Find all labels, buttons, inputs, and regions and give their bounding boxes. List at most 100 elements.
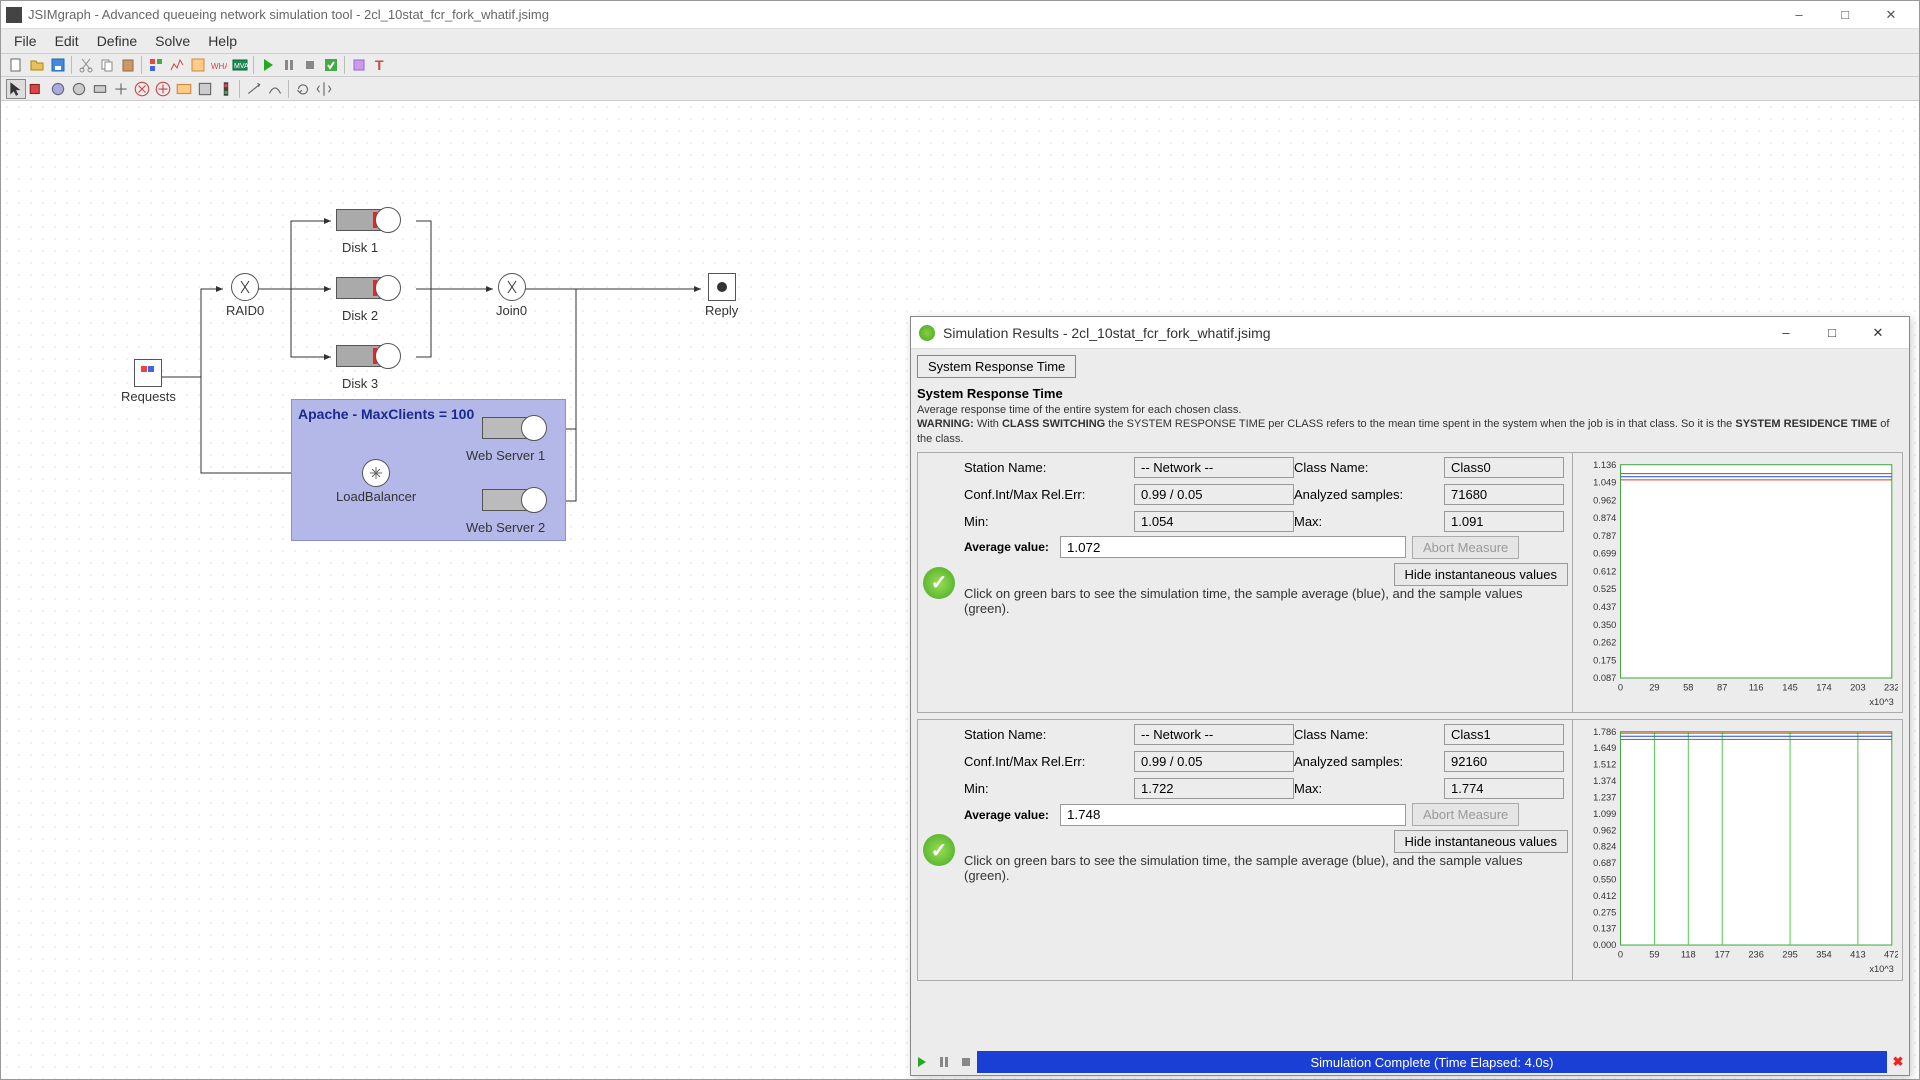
dialog-minimize-button[interactable]: – bbox=[1763, 318, 1809, 348]
mini-chart[interactable]: 1.7861.6491.5121.3741.2371.0990.9620.824… bbox=[1572, 720, 1902, 980]
svg-text:118: 118 bbox=[1681, 950, 1696, 960]
status-close-icon[interactable]: ✖ bbox=[1887, 1051, 1909, 1073]
sink-tool-icon[interactable] bbox=[69, 79, 89, 99]
validate-icon[interactable] bbox=[321, 55, 341, 75]
node-raid0[interactable]: RAID0 bbox=[226, 273, 264, 318]
node-label: Disk 1 bbox=[336, 240, 384, 255]
copy-icon[interactable] bbox=[97, 55, 117, 75]
node-reply[interactable]: Reply bbox=[705, 273, 738, 318]
svg-text:0.962: 0.962 bbox=[1593, 495, 1616, 505]
svg-text:1.512: 1.512 bbox=[1593, 760, 1616, 770]
semaphore-tool-icon[interactable] bbox=[216, 79, 236, 99]
node-webserver2[interactable]: Web Server 2 bbox=[466, 489, 545, 535]
cut-icon[interactable] bbox=[76, 55, 96, 75]
measures-icon[interactable] bbox=[167, 55, 187, 75]
whatif-icon[interactable]: WHAT bbox=[209, 55, 229, 75]
label-avg: Average value: bbox=[964, 540, 1054, 554]
queue-icon bbox=[482, 489, 530, 511]
menu-solve[interactable]: Solve bbox=[147, 31, 198, 51]
maximize-button[interactable]: □ bbox=[1822, 1, 1868, 29]
svg-text:58: 58 bbox=[1683, 682, 1693, 692]
value-avg[interactable] bbox=[1060, 804, 1406, 826]
text-icon[interactable]: T bbox=[370, 55, 390, 75]
status-pause-icon[interactable] bbox=[933, 1051, 955, 1073]
value-max: 1.774 bbox=[1444, 778, 1564, 799]
classswitch-tool-icon[interactable] bbox=[195, 79, 215, 99]
node-disk3[interactable]: Disk 3 bbox=[336, 345, 384, 391]
hide-values-button[interactable]: Hide instantaneous values bbox=[1394, 830, 1569, 853]
abort-measure-button[interactable]: Abort Measure bbox=[1412, 536, 1519, 559]
reference-icon[interactable] bbox=[188, 55, 208, 75]
status-progress: Simulation Complete (Time Elapsed: 4.0s) bbox=[977, 1051, 1887, 1073]
dialog-maximize-button[interactable]: □ bbox=[1809, 318, 1855, 348]
save-icon[interactable] bbox=[48, 55, 68, 75]
pause-icon[interactable] bbox=[279, 55, 299, 75]
status-play-icon[interactable] bbox=[911, 1051, 933, 1073]
value-conf: 0.99 / 0.05 bbox=[1134, 484, 1294, 505]
queue-tool-icon[interactable] bbox=[48, 79, 68, 99]
result-block: ✓ Station Name: -- Network -- Class Name… bbox=[917, 452, 1903, 714]
new-icon[interactable] bbox=[6, 55, 26, 75]
delay-tool-icon[interactable] bbox=[90, 79, 110, 99]
status-bar: Simulation Complete (Time Elapsed: 4.0s)… bbox=[911, 1049, 1909, 1075]
mirror-tool-icon[interactable] bbox=[314, 79, 334, 99]
jmva-icon[interactable]: MVA bbox=[230, 55, 250, 75]
results-icon bbox=[919, 325, 935, 341]
svg-text:472: 472 bbox=[1884, 950, 1898, 960]
svg-text:1.786: 1.786 bbox=[1593, 727, 1616, 737]
classes-icon[interactable] bbox=[146, 55, 166, 75]
svg-text:0.175: 0.175 bbox=[1593, 655, 1616, 665]
node-loadbalancer[interactable]: LoadBalancer bbox=[336, 459, 416, 504]
svg-text:0.874: 0.874 bbox=[1593, 513, 1616, 523]
node-webserver1[interactable]: Web Server 1 bbox=[466, 417, 545, 463]
source-tool-icon[interactable] bbox=[27, 79, 47, 99]
toolbar-palette bbox=[1, 77, 1919, 101]
abort-measure-button[interactable]: Abort Measure bbox=[1412, 803, 1519, 826]
play-icon[interactable] bbox=[258, 55, 278, 75]
hide-values-button[interactable]: Hide instantaneous values bbox=[1394, 563, 1569, 586]
link-tool-icon[interactable] bbox=[244, 79, 264, 99]
menubar: File Edit Define Solve Help bbox=[1, 29, 1919, 53]
svg-text:0.687: 0.687 bbox=[1593, 858, 1616, 868]
close-button[interactable]: ✕ bbox=[1868, 1, 1914, 29]
node-label: Web Server 1 bbox=[466, 448, 545, 463]
value-station: -- Network -- bbox=[1134, 724, 1294, 745]
label-station: Station Name: bbox=[964, 460, 1134, 475]
svg-text:0.275: 0.275 bbox=[1593, 908, 1616, 918]
label-min: Min: bbox=[964, 781, 1134, 796]
label-conf: Conf.Int/Max Rel.Err: bbox=[964, 754, 1134, 769]
menu-file[interactable]: File bbox=[6, 31, 45, 51]
tab-system-response-time[interactable]: System Response Time bbox=[917, 355, 1076, 378]
status-stop-icon[interactable] bbox=[955, 1051, 977, 1073]
check-icon: ✓ bbox=[923, 834, 955, 866]
node-join0[interactable]: Join0 bbox=[496, 273, 527, 318]
check-icon: ✓ bbox=[923, 567, 955, 599]
node-disk1[interactable]: Disk 1 bbox=[336, 209, 384, 255]
bezier-tool-icon[interactable] bbox=[265, 79, 285, 99]
join-tool-icon[interactable] bbox=[153, 79, 173, 99]
desc-text: Average response time of the entire syst… bbox=[917, 404, 1241, 416]
template-icon[interactable] bbox=[349, 55, 369, 75]
value-avg[interactable] bbox=[1060, 536, 1406, 558]
node-label: Disk 3 bbox=[336, 376, 384, 391]
select-tool-icon[interactable] bbox=[6, 79, 26, 99]
menu-define[interactable]: Define bbox=[89, 31, 145, 51]
minimize-button[interactable]: – bbox=[1776, 1, 1822, 29]
paste-icon[interactable] bbox=[118, 55, 138, 75]
mini-chart[interactable]: 1.1361.0490.9620.8740.7870.6990.6120.525… bbox=[1572, 453, 1902, 713]
svg-text:203: 203 bbox=[1850, 682, 1866, 692]
logger-tool-icon[interactable] bbox=[174, 79, 194, 99]
open-icon[interactable] bbox=[27, 55, 47, 75]
dialog-close-button[interactable]: ✕ bbox=[1855, 318, 1901, 348]
dialog-titlebar[interactable]: Simulation Results - 2cl_10stat_fcr_fork… bbox=[911, 317, 1909, 349]
router-tool-icon[interactable] bbox=[111, 79, 131, 99]
node-disk2[interactable]: Disk 2 bbox=[336, 277, 384, 323]
node-label: Join0 bbox=[496, 303, 527, 318]
stop-icon[interactable] bbox=[300, 55, 320, 75]
svg-text:1.099: 1.099 bbox=[1593, 809, 1616, 819]
menu-edit[interactable]: Edit bbox=[47, 31, 87, 51]
node-requests[interactable]: Requests bbox=[121, 359, 176, 404]
rotate-tool-icon[interactable] bbox=[293, 79, 313, 99]
menu-help[interactable]: Help bbox=[200, 31, 245, 51]
fork-tool-icon[interactable] bbox=[132, 79, 152, 99]
